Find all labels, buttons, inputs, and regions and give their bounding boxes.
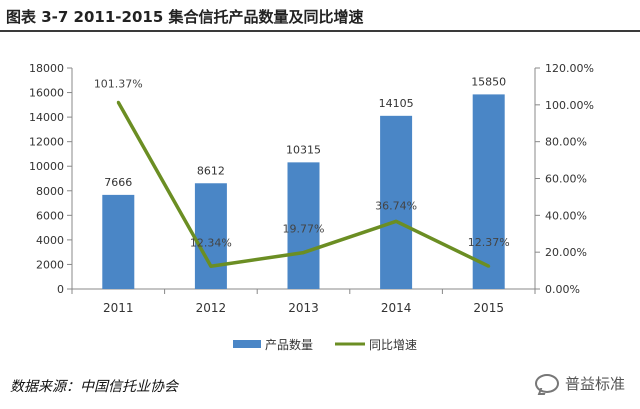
- legend-line-label: 同比增速: [369, 338, 417, 352]
- y-right-tick-label: 40.00%: [545, 209, 587, 222]
- bar-value-label: 15850: [471, 75, 506, 88]
- growth-value-label: 101.37%: [94, 77, 143, 90]
- chat-bubble-icon: [535, 374, 559, 393]
- chart-legend: 产品数量 同比增速: [233, 337, 417, 352]
- growth-value-label: 19.77%: [283, 223, 325, 236]
- chart-bars: [102, 94, 505, 290]
- legend-bar-swatch: [233, 340, 261, 348]
- bar-2013: [287, 162, 320, 289]
- y-left-tick-label: 10000: [29, 160, 64, 173]
- growth-point-2013: [302, 251, 305, 255]
- growth-point-2011: [116, 100, 120, 104]
- y-left-tick-label: 12000: [29, 136, 64, 149]
- y-right-tick-label: 20.00%: [545, 246, 587, 259]
- x-tick-label: 2015: [473, 301, 504, 315]
- chart-data-labels: 7666 8612 10315 14105 15850 101.37% 12.34% 19.7…: [94, 75, 510, 249]
- title-divider: [0, 30, 640, 32]
- growth-point-2012: [209, 264, 213, 268]
- growth-value-label: 12.34%: [190, 236, 232, 249]
- bar-value-label: 8612: [197, 164, 225, 177]
- y-right-tick-label: 60.00%: [545, 173, 587, 186]
- x-tick-label: 2012: [196, 301, 227, 315]
- brand-name: 普益标准: [565, 375, 626, 393]
- bar-value-label: 10315: [286, 143, 321, 156]
- y-left-tick-label: 4000: [36, 234, 64, 247]
- growth-value-label: 36.74%: [375, 199, 417, 212]
- y-left-tick-label: 0: [57, 283, 64, 296]
- chart-axes: 0 2000 4000 6000 8000 10000 12000 14000 16000 180…: [29, 62, 594, 315]
- y-left-tick-label: 16000: [29, 87, 64, 100]
- y-left-tick-label: 2000: [36, 258, 64, 271]
- y-left-tick-label: 6000: [36, 209, 64, 222]
- legend-bar-label: 产品数量: [265, 337, 313, 352]
- x-tick-label: 2011: [103, 301, 134, 315]
- bar-2012: [194, 183, 227, 289]
- bar-value-label: 7666: [104, 176, 132, 189]
- bar-2014: [380, 115, 413, 289]
- y-right-tick-label: 100.00%: [545, 99, 594, 112]
- y-left-tick-label: 14000: [29, 111, 64, 124]
- y-left-tick-label: 8000: [36, 185, 64, 198]
- growth-point-2014: [394, 219, 398, 223]
- bar-2011: [102, 194, 135, 289]
- x-tick-label: 2013: [288, 301, 319, 315]
- y-right-tick-label: 0.00%: [545, 283, 580, 296]
- y-right-tick-label: 80.00%: [545, 136, 587, 149]
- y-right-tick-label: 120.00%: [545, 62, 594, 75]
- figure-title: 图表 3-7 2011-2015 集合信托产品数量及同比增速: [6, 8, 364, 26]
- bar-value-label: 14105: [379, 97, 414, 110]
- growth-value-label: 12.37%: [468, 236, 510, 249]
- brand-watermark: 普益标准: [535, 373, 625, 394]
- growth-point-2015: [487, 264, 491, 268]
- data-source-note: 数据来源：中国信托业协会: [10, 379, 178, 395]
- bar-2015: [472, 94, 505, 290]
- chart-line-series: [116, 100, 491, 269]
- y-left-tick-label: 18000: [29, 62, 64, 75]
- x-tick-label: 2014: [381, 301, 412, 315]
